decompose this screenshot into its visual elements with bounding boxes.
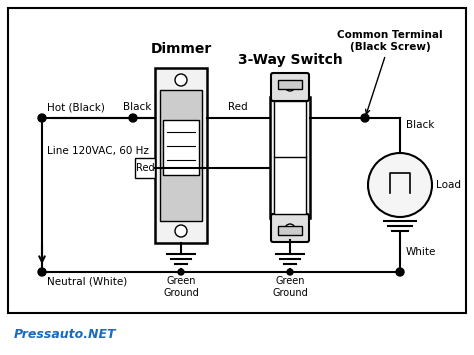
Circle shape	[38, 268, 46, 276]
FancyBboxPatch shape	[135, 158, 155, 178]
Text: Pressauto.NET: Pressauto.NET	[14, 328, 117, 341]
Text: Black: Black	[406, 120, 434, 130]
FancyBboxPatch shape	[271, 73, 309, 101]
FancyBboxPatch shape	[270, 97, 310, 218]
Text: Dimmer: Dimmer	[150, 42, 211, 56]
Text: Green
Ground: Green Ground	[163, 276, 199, 297]
FancyBboxPatch shape	[271, 214, 309, 242]
Text: Black: Black	[123, 102, 151, 112]
Circle shape	[175, 74, 187, 86]
Text: Line 120VAC, 60 Hz: Line 120VAC, 60 Hz	[47, 146, 149, 156]
Text: Hot (Black): Hot (Black)	[47, 102, 105, 112]
Text: Common Terminal
(Black Screw): Common Terminal (Black Screw)	[337, 31, 443, 114]
FancyBboxPatch shape	[278, 80, 302, 89]
Circle shape	[178, 269, 184, 275]
Circle shape	[38, 114, 46, 122]
Text: Green
Ground: Green Ground	[272, 276, 308, 297]
Circle shape	[361, 114, 369, 122]
FancyBboxPatch shape	[160, 90, 202, 221]
Circle shape	[285, 224, 295, 234]
FancyBboxPatch shape	[274, 101, 306, 214]
Circle shape	[175, 225, 187, 237]
Text: Load: Load	[436, 180, 461, 190]
Circle shape	[129, 114, 137, 122]
FancyBboxPatch shape	[155, 68, 207, 243]
Text: Neutral (White): Neutral (White)	[47, 277, 127, 287]
Text: Red: Red	[228, 102, 248, 112]
Circle shape	[285, 81, 295, 91]
FancyBboxPatch shape	[163, 120, 199, 175]
Text: Red: Red	[136, 163, 155, 173]
Circle shape	[396, 268, 404, 276]
Text: 3-Way Switch: 3-Way Switch	[237, 53, 342, 67]
Circle shape	[287, 269, 293, 275]
FancyBboxPatch shape	[8, 8, 466, 313]
FancyBboxPatch shape	[278, 226, 302, 235]
Text: White: White	[406, 247, 437, 257]
Circle shape	[368, 153, 432, 217]
